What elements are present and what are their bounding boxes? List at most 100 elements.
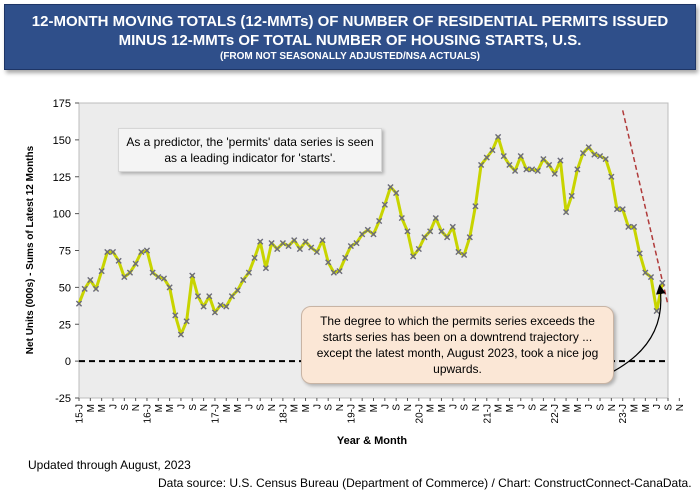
data-point-marker: [523, 166, 530, 173]
data-point-marker: [370, 231, 377, 238]
data-point-marker: [602, 155, 609, 163]
x-tick-label: J: [448, 404, 459, 409]
data-point-marker: [274, 245, 281, 253]
data-point-marker: [155, 273, 162, 281]
data-point-marker: [245, 269, 252, 276]
data-point-marker: [217, 301, 224, 309]
x-tick-label: M: [358, 404, 369, 412]
data-point-marker: [194, 293, 202, 300]
data-point-marker: [279, 240, 286, 247]
data-point-marker: [455, 248, 462, 256]
data-point-marker: [115, 257, 122, 264]
x-tick-label: 20-J: [414, 404, 425, 423]
data-point-marker: [642, 269, 649, 276]
data-point-marker: [387, 183, 394, 191]
x-tick-label: J: [108, 404, 119, 409]
x-tick-label: J: [380, 404, 391, 409]
data-point-marker: [511, 167, 519, 174]
x-tick-label: S: [392, 404, 403, 411]
x-tick-label: N: [267, 404, 278, 411]
data-point-marker: [545, 161, 553, 169]
data-point-marker: [432, 214, 439, 222]
data-point-marker: [608, 173, 615, 180]
data-point-marker: [528, 166, 536, 173]
x-tick-label: S: [460, 404, 471, 411]
data-point-marker: [251, 254, 258, 261]
data-point-marker: [427, 228, 434, 235]
x-tick-label: N: [539, 404, 550, 411]
x-tick-label: N: [675, 404, 686, 411]
x-tick-label: 17-J: [210, 404, 221, 423]
data-point-marker: [472, 203, 479, 210]
x-tick-label: M: [641, 404, 652, 412]
data-point-marker: [540, 155, 547, 163]
x-tick-label: M: [426, 404, 437, 412]
y-tick-label: 25: [59, 319, 71, 331]
x-tick-label: 23-J: [618, 404, 629, 423]
x-tick-label: M: [573, 404, 584, 412]
data-point-marker: [562, 209, 570, 216]
y-tick-label: -25: [55, 393, 71, 405]
data-point-marker: [109, 248, 117, 256]
y-tick-label: 125: [53, 172, 71, 184]
data-point-marker: [585, 144, 592, 151]
x-tick-label: S: [324, 404, 335, 411]
x-tick-label: J: [584, 404, 595, 409]
x-tick-label: S: [120, 404, 131, 411]
data-point-marker: [166, 284, 173, 291]
data-point-marker: [87, 276, 94, 284]
x-tick-label: 19-J: [346, 404, 357, 423]
data-point-marker: [381, 201, 388, 208]
updated-note: Updated through August, 2023: [28, 458, 191, 472]
x-tick-label: 15-J: [75, 404, 86, 423]
data-point-marker: [308, 244, 315, 251]
x-tick-label: M: [290, 404, 301, 412]
data-point-marker: [177, 331, 185, 338]
data-point-marker: [591, 151, 598, 158]
data-point-marker: [347, 242, 354, 250]
chart-title-line2: MINUS 12-MMTs OF TOTAL NUMBER OF HOUSING…: [118, 32, 582, 49]
x-tick-label: J: [312, 404, 323, 409]
data-point-marker: [75, 300, 83, 307]
data-point-marker: [211, 309, 219, 316]
y-axis-label: Net Units (000s) - Sums of Latest 12 Mon…: [25, 145, 36, 354]
data-point-marker: [579, 150, 587, 157]
chart-subtitle: (FROM NOT SEASONALLY ADJUSTED/NSA ACTUAL…: [219, 51, 480, 62]
data-point-marker: [228, 293, 236, 300]
x-tick-label: 18-J: [278, 404, 289, 423]
x-tick-label: N: [335, 404, 346, 411]
data-point-marker: [376, 217, 383, 225]
data-point-marker: [132, 260, 139, 267]
x-axis-label: Year & Month: [337, 435, 408, 447]
data-point-marker: [262, 265, 269, 272]
data-point-marker: [302, 238, 309, 245]
x-tick-label: J: [176, 404, 187, 409]
data-point-marker: [149, 269, 156, 276]
y-tick-label: 175: [53, 98, 71, 110]
data-point-marker: [619, 206, 626, 213]
data-point-marker: [319, 237, 326, 244]
y-tick-label: 100: [53, 209, 71, 221]
data-point-marker: [325, 259, 332, 266]
title-banner: 12-MONTH MOVING TOTALS (12-MMTs) OF NUMB…: [4, 4, 696, 70]
x-tick-label: S: [256, 404, 267, 411]
data-point-marker: [613, 206, 621, 213]
data-point-marker: [495, 133, 502, 141]
x-tick-label: M: [505, 404, 516, 412]
x-tick-label: M: [301, 404, 312, 412]
data-point-marker: [393, 189, 400, 197]
data-point-marker: [296, 245, 303, 253]
x-tick-label: M: [630, 404, 641, 412]
data-point-marker: [489, 147, 496, 154]
data-point-marker: [438, 228, 445, 235]
data-point-marker: [313, 248, 320, 256]
data-point-marker: [336, 268, 343, 275]
data-point-marker: [364, 226, 371, 233]
data-point-marker: [234, 287, 241, 294]
data-point-marker: [398, 214, 405, 222]
data-point-marker: [483, 154, 490, 161]
data-point-marker: [625, 223, 632, 230]
x-tick-label: M: [369, 404, 380, 412]
data-point-marker: [415, 245, 422, 253]
